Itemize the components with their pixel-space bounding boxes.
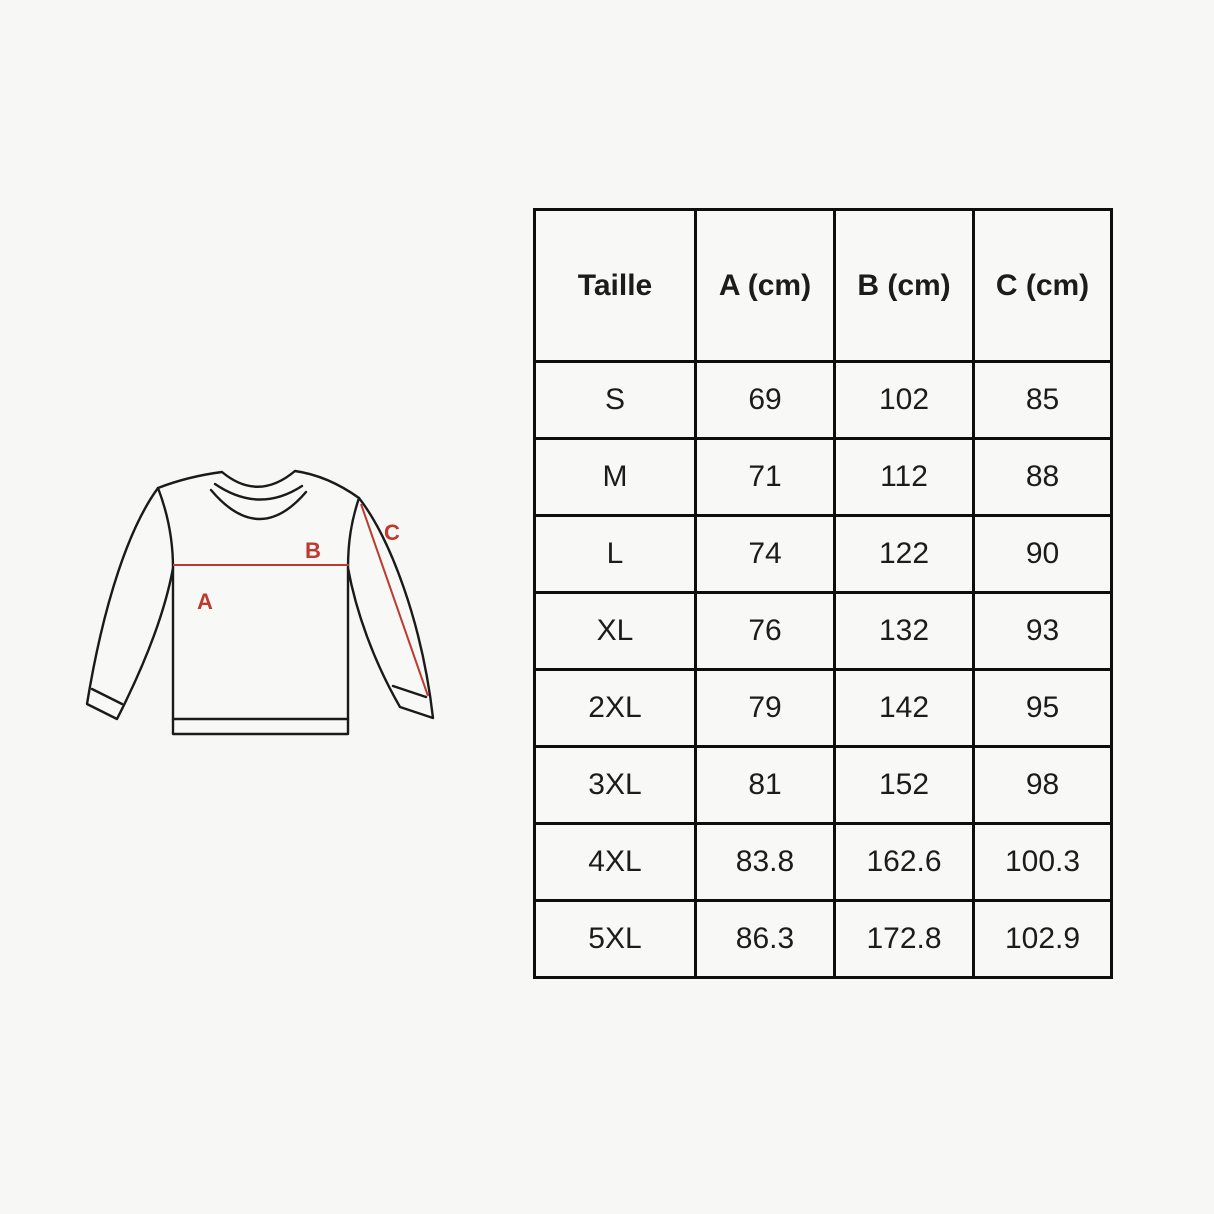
cell-c: 88	[972, 437, 1113, 517]
cell-size: 3XL	[533, 745, 697, 825]
cell-b: 162.6	[833, 822, 975, 902]
measurement-overlay: A B C	[173, 503, 429, 697]
cell-b: 102	[833, 360, 975, 440]
cell-size: 4XL	[533, 822, 697, 902]
cell-size: S	[533, 360, 697, 440]
cell-size: L	[533, 514, 697, 594]
column-header-c: C (cm)	[972, 208, 1113, 363]
table-row: 3XL 81 152 98	[533, 745, 1113, 825]
cell-a: 86.3	[694, 899, 836, 979]
cell-c: 93	[972, 591, 1113, 671]
table-row: M 71 112 88	[533, 437, 1113, 517]
cell-c: 90	[972, 514, 1113, 594]
cell-c: 85	[972, 360, 1113, 440]
table-row: L 74 122 90	[533, 514, 1113, 594]
column-header-taille: Taille	[533, 208, 697, 363]
cell-size: 5XL	[533, 899, 697, 979]
table-row: S 69 102 85	[533, 360, 1113, 440]
cell-a: 71	[694, 437, 836, 517]
cell-b: 142	[833, 668, 975, 748]
table-row: XL 76 132 93	[533, 591, 1113, 671]
measurement-label-b: B	[305, 538, 321, 563]
cell-size: M	[533, 437, 697, 517]
size-table: Taille A (cm) B (cm) C (cm) S 69 102 85 …	[533, 208, 1113, 979]
sleeve-seam-left	[156, 486, 175, 570]
cell-a: 83.8	[694, 822, 836, 902]
cell-a: 81	[694, 745, 836, 825]
cell-b: 112	[833, 437, 975, 517]
cell-c: 102.9	[972, 899, 1113, 979]
collar-band-outer	[209, 488, 308, 521]
cell-size: 2XL	[533, 668, 697, 748]
collar-band-inner	[213, 482, 304, 501]
measurement-line-c	[360, 503, 429, 697]
sleeve-seam-right	[346, 496, 361, 570]
sweatshirt-outline	[85, 469, 435, 736]
table-header-row: Taille A (cm) B (cm) C (cm)	[533, 208, 1113, 363]
cell-b: 132	[833, 591, 975, 671]
sweatshirt-diagram: A B C	[85, 469, 435, 736]
column-header-a: A (cm)	[694, 208, 836, 363]
cell-a: 74	[694, 514, 836, 594]
cell-b: 122	[833, 514, 975, 594]
table-row: 4XL 83.8 162.6 100.3	[533, 822, 1113, 902]
cell-a: 76	[694, 591, 836, 671]
cell-a: 69	[694, 360, 836, 440]
cell-c: 95	[972, 668, 1113, 748]
cell-size: XL	[533, 591, 697, 671]
cell-b: 172.8	[833, 899, 975, 979]
shirt-body-outline	[85, 469, 435, 736]
cell-b: 152	[833, 745, 975, 825]
measurement-label-c: C	[384, 520, 400, 545]
cuff-line-right	[391, 684, 428, 699]
cuff-line-left	[90, 687, 124, 706]
table-row: 2XL 79 142 95	[533, 668, 1113, 748]
measurement-label-a: A	[197, 589, 213, 614]
cell-a: 79	[694, 668, 836, 748]
table-row: 5XL 86.3 172.8 102.9	[533, 899, 1113, 979]
cell-c: 98	[972, 745, 1113, 825]
cell-c: 100.3	[972, 822, 1113, 902]
column-header-b: B (cm)	[833, 208, 975, 363]
